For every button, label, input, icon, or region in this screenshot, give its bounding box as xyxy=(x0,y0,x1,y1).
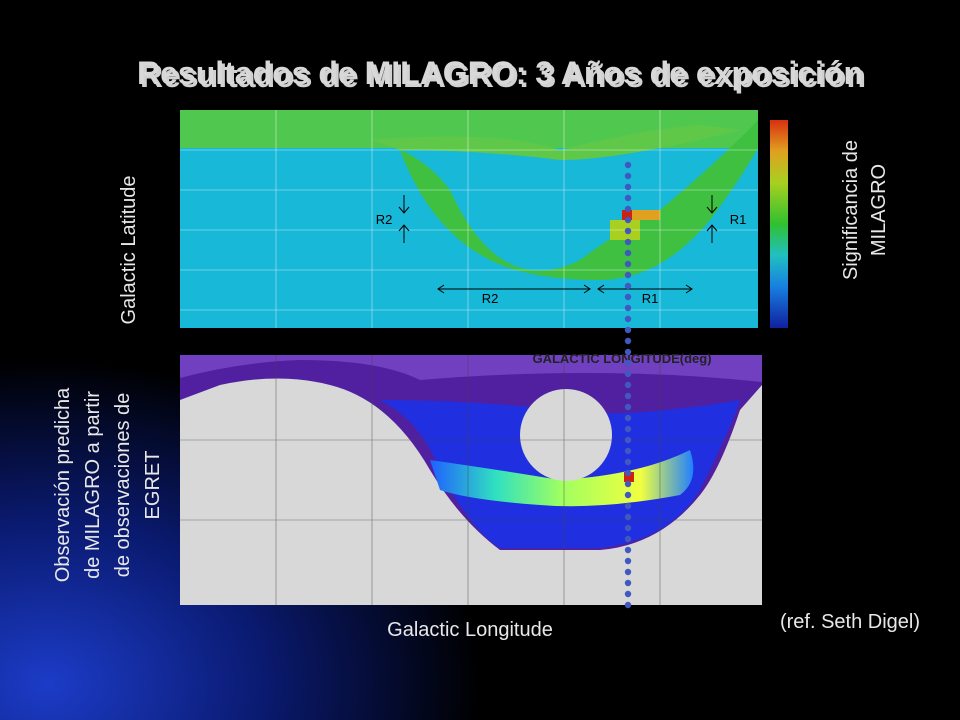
colorbar xyxy=(770,120,788,328)
region-label: R1 xyxy=(730,212,747,227)
dot xyxy=(624,172,632,180)
title-shadow: Resultados de MILAGRO: 3 Años de exposic… xyxy=(140,58,866,94)
dot xyxy=(624,249,632,257)
dot xyxy=(624,414,632,422)
predicted-map: GALACTIC LONGITUDE(deg) xyxy=(180,351,762,605)
reference: (ref. Seth Digel) xyxy=(780,611,920,633)
title: Resultados de MILAGRO: 3 Años de exposic… xyxy=(137,55,863,91)
dot xyxy=(624,260,632,268)
dot xyxy=(624,568,632,576)
bottom-map-label: de observaciones de xyxy=(112,393,134,578)
dot xyxy=(624,579,632,587)
dot xyxy=(624,370,632,378)
dot xyxy=(624,601,632,609)
dot xyxy=(624,447,632,455)
dot xyxy=(624,271,632,279)
dot xyxy=(624,491,632,499)
dot xyxy=(624,293,632,301)
colorbar-label: Significancia de xyxy=(840,140,862,280)
dot xyxy=(624,480,632,488)
y-axis-label: Galactic Latitude xyxy=(118,176,140,325)
dot xyxy=(624,469,632,477)
dot xyxy=(624,524,632,532)
bottom-map-label: de MILAGRO a partir xyxy=(82,391,104,579)
dot xyxy=(624,216,632,224)
x-axis-label: Galactic Longitude xyxy=(387,619,553,641)
dot xyxy=(624,535,632,543)
dot xyxy=(624,502,632,510)
dot xyxy=(624,205,632,213)
bottom-map-label: EGRET xyxy=(142,451,164,520)
dot xyxy=(624,557,632,565)
dot xyxy=(624,282,632,290)
dot xyxy=(624,590,632,598)
bottom-map-label: Observación predicha xyxy=(52,387,74,582)
dot xyxy=(624,436,632,444)
dot xyxy=(624,337,632,345)
dot xyxy=(624,359,632,367)
region-label: R2 xyxy=(482,291,499,306)
dot xyxy=(624,238,632,246)
dot xyxy=(624,315,632,323)
dot xyxy=(624,183,632,191)
dot xyxy=(624,403,632,411)
dot xyxy=(624,348,632,356)
dot xyxy=(624,392,632,400)
dot xyxy=(624,513,632,521)
region-label: R2 xyxy=(376,212,393,227)
dot xyxy=(624,304,632,312)
colorbar-label: MILAGRO xyxy=(868,164,890,256)
dot xyxy=(624,194,632,202)
dot xyxy=(624,227,632,235)
dot xyxy=(624,546,632,554)
dot xyxy=(624,425,632,433)
significance-map: R2 R1 R2 R1 xyxy=(180,110,758,328)
axis-caption: GALACTIC LONGITUDE(deg) xyxy=(532,351,711,366)
dot xyxy=(624,458,632,466)
dot xyxy=(624,161,632,169)
region-label: R1 xyxy=(642,291,659,306)
dot xyxy=(624,326,632,334)
meridian-dots xyxy=(624,161,632,609)
dot xyxy=(624,381,632,389)
